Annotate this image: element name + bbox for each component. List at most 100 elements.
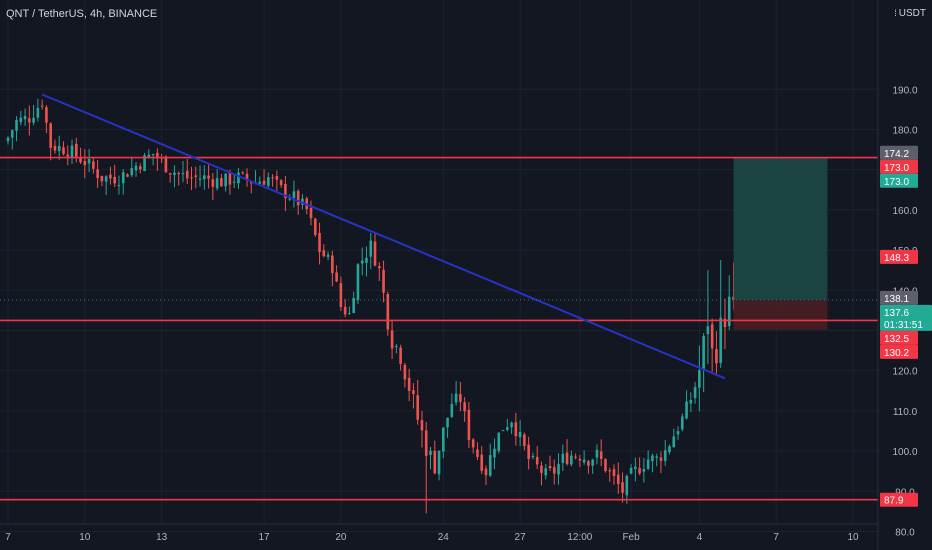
candle-body[interactable] — [390, 330, 394, 349]
trend-line[interactable] — [41, 93, 726, 380]
candle-body[interactable] — [561, 453, 565, 463]
candle-body[interactable] — [10, 130, 14, 138]
candle-body[interactable] — [604, 459, 607, 472]
candle-body[interactable] — [134, 165, 138, 171]
candle-body[interactable] — [224, 173, 227, 187]
candle-body[interactable] — [663, 450, 667, 461]
candle-body[interactable] — [23, 116, 27, 120]
candle-body[interactable] — [335, 272, 338, 282]
candle-body[interactable] — [642, 468, 646, 472]
candle-body[interactable] — [557, 464, 560, 475]
candle-body[interactable] — [104, 176, 108, 182]
candle-body[interactable] — [595, 449, 599, 458]
candle-body[interactable] — [659, 457, 663, 461]
interval-label[interactable]: 4h — [89, 8, 103, 20]
candle-body[interactable] — [322, 250, 326, 257]
candle-body[interactable] — [484, 468, 488, 476]
candle-body[interactable] — [514, 422, 518, 437]
candle-body[interactable] — [454, 393, 458, 403]
candle-body[interactable] — [190, 177, 193, 179]
candle-body[interactable] — [292, 191, 296, 199]
symbol-label[interactable]: QNT / TetherUS — [6, 8, 84, 20]
candle-body[interactable] — [373, 241, 377, 266]
candle-body[interactable] — [109, 174, 112, 179]
stop-zone[interactable] — [733, 299, 828, 330]
candle-body[interactable] — [92, 161, 95, 169]
candle-body[interactable] — [612, 469, 616, 476]
candle-body[interactable] — [96, 169, 99, 179]
candle-body[interactable] — [531, 455, 535, 458]
candle-body[interactable] — [117, 185, 121, 187]
candle-body[interactable] — [45, 107, 48, 123]
candle-body[interactable] — [476, 449, 479, 457]
candle-body[interactable] — [403, 364, 407, 380]
candle-body[interactable] — [420, 420, 424, 431]
candle-body[interactable] — [262, 180, 266, 185]
candle-body[interactable] — [488, 455, 492, 476]
candle-body[interactable] — [386, 294, 390, 330]
candle-body[interactable] — [83, 160, 87, 166]
candle-body[interactable] — [689, 400, 693, 404]
candle-body[interactable] — [15, 120, 18, 131]
candle-body[interactable] — [331, 255, 334, 274]
candle-body[interactable] — [527, 444, 530, 460]
candle-body[interactable] — [608, 470, 612, 472]
candle-body[interactable] — [241, 172, 245, 174]
candle-body[interactable] — [113, 176, 116, 184]
candle-body[interactable] — [395, 345, 398, 347]
candle-body[interactable] — [676, 431, 680, 435]
candle-body[interactable] — [36, 107, 40, 118]
candle-body[interactable] — [501, 430, 505, 432]
candle-body[interactable] — [727, 296, 731, 326]
candle-body[interactable] — [19, 117, 23, 123]
candle-body[interactable] — [288, 198, 291, 200]
candle-body[interactable] — [203, 175, 206, 180]
candle-body[interactable] — [143, 155, 146, 172]
candle-body[interactable] — [147, 154, 151, 158]
candle-body[interactable] — [177, 172, 181, 174]
candle-body[interactable] — [207, 175, 210, 179]
candle-body[interactable] — [279, 180, 283, 186]
candle-body[interactable] — [271, 177, 274, 179]
candle-body[interactable] — [100, 175, 104, 182]
candle-body[interactable] — [185, 170, 189, 179]
candle-body[interactable] — [377, 266, 381, 269]
candle-body[interactable] — [565, 452, 569, 465]
candle-body[interactable] — [309, 207, 313, 219]
candle-body[interactable] — [591, 459, 594, 466]
candle-body[interactable] — [275, 175, 279, 180]
candle-body[interactable] — [616, 474, 620, 485]
candle-body[interactable] — [548, 465, 552, 469]
candle-body[interactable] — [685, 401, 688, 419]
candle-body[interactable] — [198, 178, 202, 180]
candle-body[interactable] — [467, 409, 471, 441]
candle-body[interactable] — [480, 454, 484, 471]
candle-body[interactable] — [130, 168, 134, 176]
candle-body[interactable] — [672, 436, 676, 448]
candle-body[interactable] — [680, 416, 684, 430]
candle-body[interactable] — [28, 118, 31, 123]
candle-body[interactable] — [582, 459, 586, 463]
candle-body[interactable] — [87, 159, 91, 164]
candle-body[interactable] — [535, 456, 539, 465]
candle-body[interactable] — [70, 145, 74, 158]
candle-body[interactable] — [164, 156, 168, 173]
candle-body[interactable] — [267, 177, 270, 186]
candle-body[interactable] — [138, 166, 142, 170]
candle-body[interactable] — [6, 137, 10, 142]
candle-body[interactable] — [211, 179, 215, 187]
candle-body[interactable] — [57, 145, 61, 152]
candle-body[interactable] — [343, 306, 347, 315]
candle-body[interactable] — [544, 468, 548, 476]
candle-body[interactable] — [258, 181, 262, 184]
candle-body[interactable] — [574, 456, 577, 458]
candle-body[interactable] — [237, 172, 240, 184]
currency-label[interactable]: ⁞ USDT — [894, 8, 926, 19]
candle-body[interactable] — [497, 432, 501, 452]
candle-body[interactable] — [151, 153, 155, 156]
candle-body[interactable] — [356, 264, 360, 300]
candle-body[interactable] — [49, 123, 52, 148]
candle-body[interactable] — [249, 182, 253, 184]
